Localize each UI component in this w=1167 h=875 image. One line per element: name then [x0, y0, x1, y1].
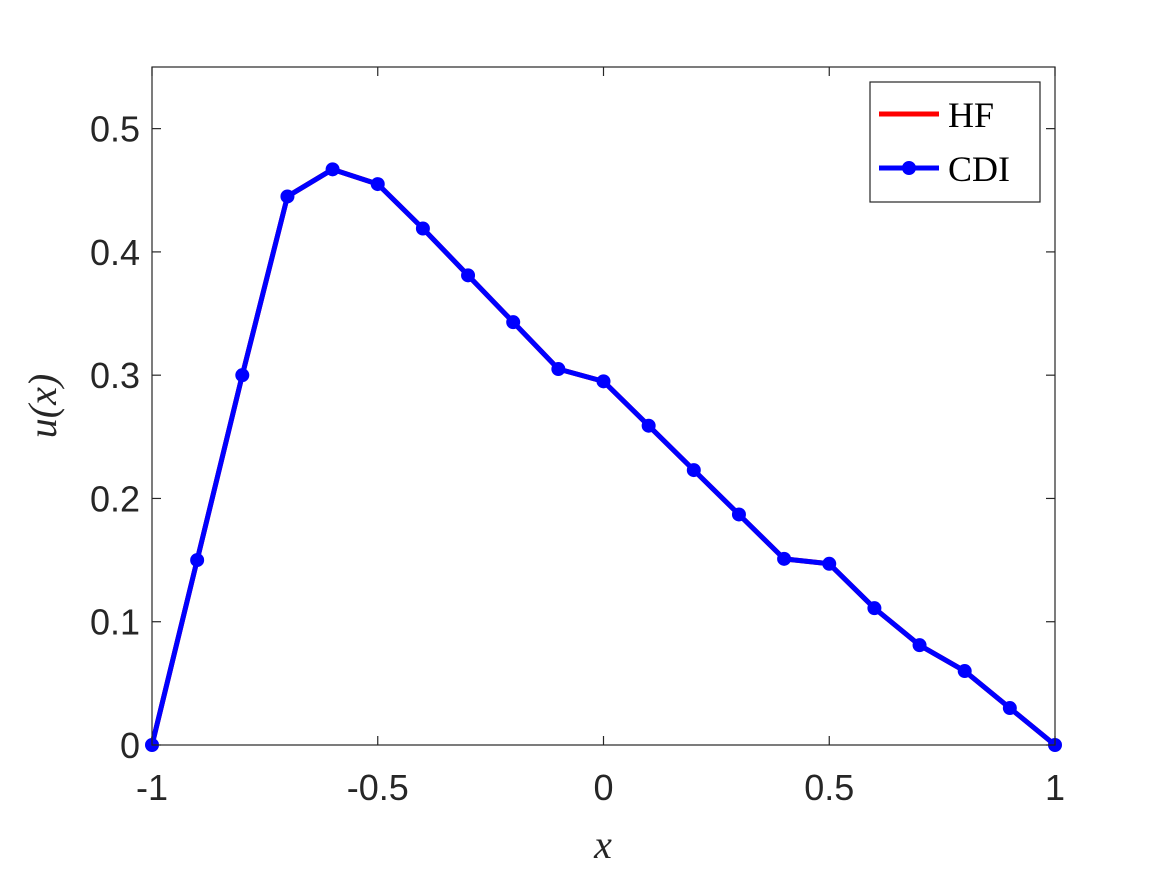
- x-axis-label: x: [593, 822, 612, 867]
- data-point: [596, 374, 611, 389]
- x-tick-label: -0.5: [347, 767, 409, 808]
- legend-marker-cdi: [902, 161, 916, 175]
- data-point: [641, 418, 656, 433]
- x-tick-label: 0: [593, 767, 613, 808]
- data-point: [731, 507, 746, 522]
- data-point: [506, 315, 521, 330]
- legend: HF CDI: [869, 81, 1041, 203]
- x-tick-label: -1: [136, 767, 168, 808]
- x-tick-label: 1: [1045, 767, 1065, 808]
- ticks-layer: -1 -0.5 0 0.5 1 0 0.1 0.2 0.3 0.4 0.5: [90, 67, 1065, 808]
- data-point: [190, 553, 205, 568]
- data-point: [461, 268, 476, 283]
- data-point: [325, 162, 340, 177]
- data-point: [822, 556, 837, 571]
- data-point: [370, 177, 385, 192]
- data-point: [415, 221, 430, 236]
- y-tick-label: 0.3: [90, 355, 140, 396]
- legend-box: [869, 81, 1041, 203]
- y-tick-label: 0: [120, 725, 140, 766]
- data-point: [551, 362, 566, 377]
- x-tick-label: 0.5: [804, 767, 854, 808]
- legend-label-cdi: CDI: [948, 149, 1010, 189]
- series-cdi: [145, 162, 1062, 752]
- data-point: [686, 463, 701, 478]
- data-point: [957, 664, 972, 679]
- legend-label-hf: HF: [948, 95, 994, 135]
- data-point: [867, 601, 882, 616]
- y-tick-label: 0.4: [90, 232, 140, 273]
- data-point: [777, 551, 792, 566]
- data-point: [280, 189, 295, 204]
- data-point: [235, 368, 250, 383]
- y-tick-label: 0.1: [90, 602, 140, 643]
- data-point: [912, 638, 927, 653]
- data-point: [1002, 701, 1017, 716]
- y-axis-label: u(x): [20, 374, 65, 438]
- y-tick-label: 0.2: [90, 478, 140, 519]
- series-layer: [145, 162, 1062, 752]
- y-tick-label: 0.5: [90, 109, 140, 150]
